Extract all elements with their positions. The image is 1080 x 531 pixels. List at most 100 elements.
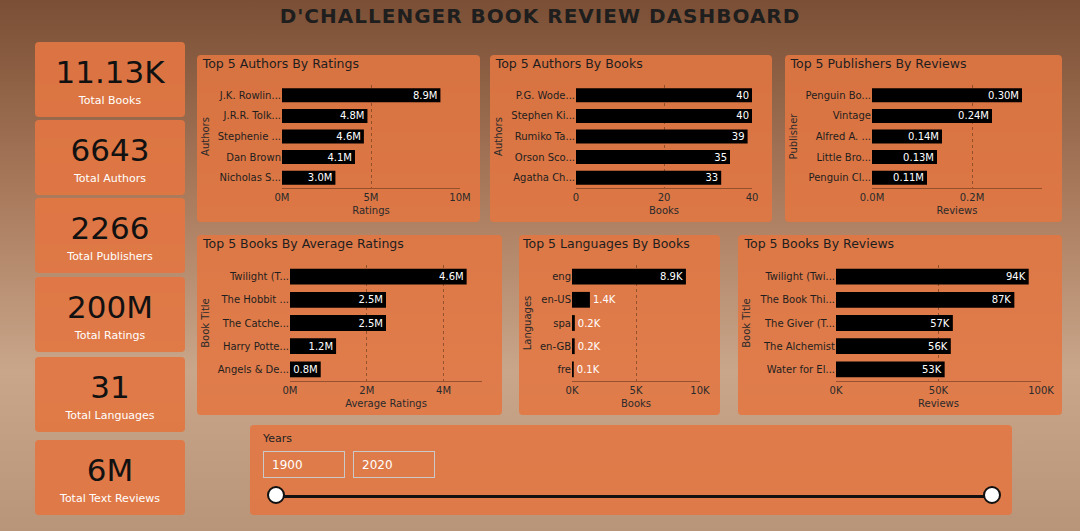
svg-text:0K: 0K [830,385,843,396]
svg-text:0.1K: 0.1K [577,364,600,375]
svg-text:Top 5 Authors By Books: Top 5 Authors By Books [495,56,643,71]
svg-text:0.0M: 0.0M [860,192,885,203]
svg-text:33: 33 [705,172,718,183]
svg-text:Languages: Languages [522,296,533,351]
svg-text:Top 5 Authors By Ratings: Top 5 Authors By Ratings [202,56,359,71]
svg-text:40: 40 [736,110,749,121]
svg-text:4.8M: 4.8M [340,110,365,121]
svg-text:0K: 0K [566,385,579,396]
svg-text:Reviews: Reviews [918,398,959,409]
svg-text:0M: 0M [283,385,298,396]
svg-text:2M: 2M [359,385,374,396]
svg-text:0.30M: 0.30M [988,90,1019,101]
svg-text:10M: 10M [449,192,470,203]
svg-text:Top 5 Languages By Books: Top 5 Languages By Books [522,236,690,251]
svg-text:Penguin Bo...: Penguin Bo... [806,90,871,101]
svg-text:Ratings: Ratings [352,205,389,216]
svg-text:8.9M: 8.9M [413,90,438,101]
svg-text:94K: 94K [1006,271,1026,282]
svg-text:2.5M: 2.5M [358,318,383,329]
svg-text:1.2M: 1.2M [309,341,334,352]
svg-text:Top 5 Books By Reviews: Top 5 Books By Reviews [743,236,894,251]
svg-text:Penguin Cl...: Penguin Cl... [809,172,871,183]
svg-text:fre: fre [557,364,571,375]
svg-text:0.2K: 0.2K [578,341,601,352]
svg-text:0.2K: 0.2K [578,318,601,329]
svg-text:Vintage: Vintage [833,110,871,121]
svg-text:Twilight (Twi...: Twilight (Twi... [764,271,835,282]
svg-text:4.6M: 4.6M [336,131,361,142]
svg-text:en-US: en-US [541,294,571,305]
svg-text:4M: 4M [436,385,451,396]
svg-text:87K: 87K [992,294,1012,305]
svg-text:Stephenie ...: Stephenie ... [218,131,281,142]
svg-text:39: 39 [732,131,745,142]
svg-text:40: 40 [746,192,759,203]
svg-text:56K: 56K [928,341,948,352]
svg-text:spa: spa [553,318,571,329]
svg-text:en-GB: en-GB [540,341,571,352]
svg-text:J.K. Rowlin...: J.K. Rowlin... [219,90,281,101]
svg-text:Orson Sco...: Orson Sco... [515,152,575,163]
svg-text:2.5M: 2.5M [358,294,383,305]
svg-text:The Alchemist: The Alchemist [763,341,835,352]
html-text:11.13K: 11.13K [55,54,165,90]
svg-text:35: 35 [714,152,727,163]
svg-text:The Hobbit ...: The Hobbit ... [220,294,289,305]
svg-text:5M: 5M [364,192,379,203]
html-text:6643: 6643 [70,132,150,168]
svg-text:0.8M: 0.8M [293,364,318,375]
svg-text:100K: 100K [1028,385,1054,396]
svg-text:50K: 50K [929,385,949,396]
svg-text:Top 5 Publishers By Reviews: Top 5 Publishers By Reviews [790,56,967,71]
svg-text:10K: 10K [690,385,710,396]
svg-text:0.24M: 0.24M [958,110,989,121]
svg-text:0.11M: 0.11M [893,172,924,183]
svg-text:Agatha Ch...: Agatha Ch... [513,172,575,183]
svg-text:Nicholas S...: Nicholas S... [220,172,281,183]
svg-text:Books: Books [621,398,651,409]
svg-text:Books: Books [649,205,679,216]
svg-text:Stephen Ki...: Stephen Ki... [511,110,575,121]
svg-text:53K: 53K [922,364,942,375]
svg-text:3.0M: 3.0M [308,172,333,183]
svg-text:0: 0 [573,192,579,203]
svg-text:40: 40 [736,90,749,101]
svg-text:Authors: Authors [493,117,504,156]
svg-text:Publisher: Publisher [788,113,799,160]
html-text:200M: 200M [67,289,153,325]
svg-text:4.6M: 4.6M [439,271,464,282]
svg-text:Authors: Authors [200,117,211,156]
svg-text:Alfred A. ...: Alfred A. ... [816,131,871,142]
svg-text:The Catche...: The Catche... [222,318,289,329]
svg-text:Little Bro...: Little Bro... [816,152,871,163]
svg-text:eng: eng [552,271,571,282]
svg-text:0.13M: 0.13M [903,152,934,163]
svg-text:Angels & De...: Angels & De... [218,364,289,375]
svg-text:Water for El...: Water for El... [767,364,835,375]
svg-text:Book Title: Book Title [200,298,211,348]
svg-text:0.2M: 0.2M [960,192,985,203]
svg-text:Rumiko Ta...: Rumiko Ta... [515,131,575,142]
svg-text:0M: 0M [275,192,290,203]
svg-text:4.1M: 4.1M [327,152,352,163]
svg-text:Reviews: Reviews [937,205,978,216]
svg-text:20: 20 [658,192,671,203]
svg-text:The Giver (T...: The Giver (T... [764,318,835,329]
svg-text:Twilight (T...: Twilight (T... [229,271,289,282]
svg-text:0.14M: 0.14M [908,131,939,142]
svg-text:J.R.R. Tolk...: J.R.R. Tolk... [223,110,281,121]
svg-text:1.4K: 1.4K [593,294,616,305]
svg-text:Harry Potte...: Harry Potte... [223,341,289,352]
svg-text:P.G. Wode...: P.G. Wode... [516,90,575,101]
svg-text:The Book Thi...: The Book Thi... [759,294,835,305]
svg-text:Top 5 Books By Average Ratings: Top 5 Books By Average Ratings [202,236,404,251]
html-text:31: 31 [90,369,130,405]
svg-text:57K: 57K [930,318,950,329]
html-text:2266: 2266 [70,210,150,246]
svg-text:5K: 5K [630,385,643,396]
svg-text:Average Ratings: Average Ratings [345,398,427,409]
svg-text:8.9K: 8.9K [660,271,683,282]
svg-text:Book Title: Book Title [741,298,752,348]
svg-text:Dan Brown: Dan Brown [226,152,281,163]
